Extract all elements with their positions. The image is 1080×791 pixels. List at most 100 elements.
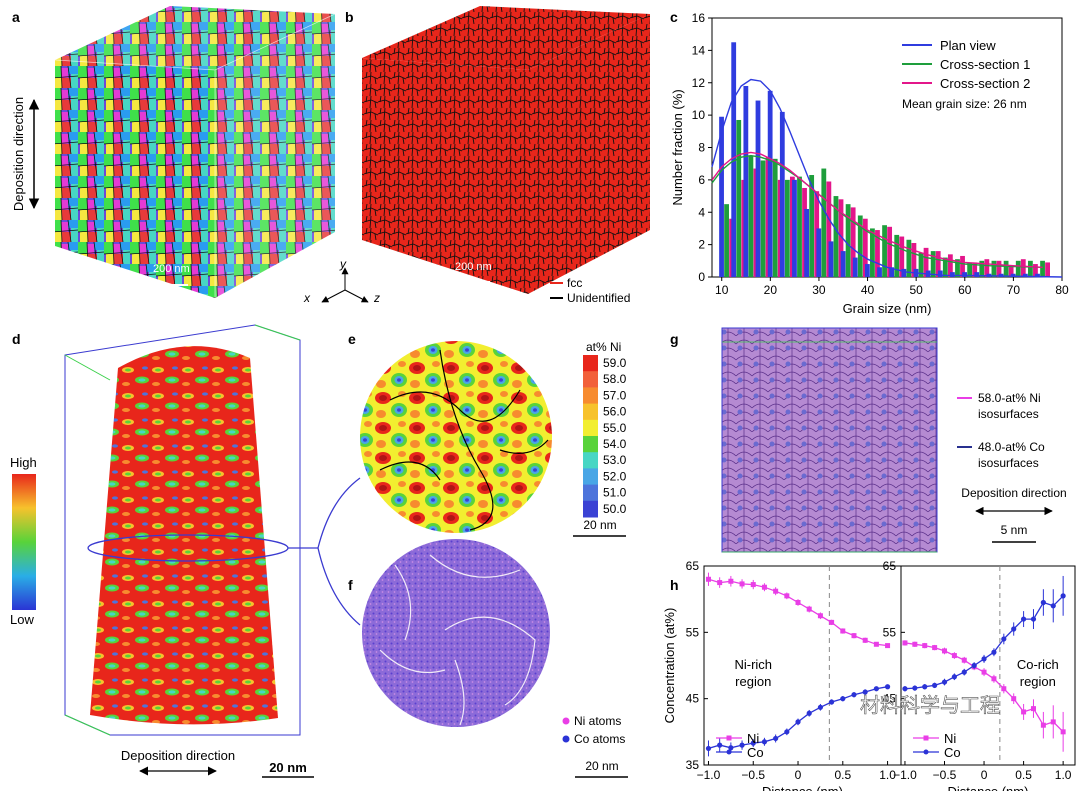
panel-a-grain-cube: Deposition direction 200 nm [11, 6, 336, 298]
bar-cross-section-1 [821, 168, 827, 277]
data-point-ni [885, 643, 891, 649]
legend-marker-h [923, 749, 929, 755]
cube-a-top-face [55, 6, 335, 70]
bar-plan-view [901, 268, 907, 277]
fit-curve-plan-view [711, 78, 1063, 278]
isosurface-legend: 58.0-at% Ni isosurfaces 48.0-at% Co isos… [957, 391, 1045, 470]
bar-cross-section-2 [850, 207, 856, 277]
colorbar-d [12, 474, 36, 610]
legend-ni-label: Ni atoms [574, 714, 621, 728]
triad-z-label: z [373, 291, 380, 305]
contour-disk-e [360, 341, 552, 533]
bar-cross-section-1 [918, 252, 924, 277]
data-point-co [784, 729, 790, 735]
bar-cross-section-1 [857, 215, 863, 277]
legend-label-c: Cross-section 1 [940, 57, 1030, 72]
colorbar-e-tick-label: 56.0 [603, 405, 627, 419]
data-point-co [728, 745, 734, 751]
bar-plan-view [864, 264, 870, 277]
colorbar-e-title: at% Ni [586, 340, 621, 354]
bar-cross-section-2 [1045, 262, 1050, 277]
bar-cross-section-1 [894, 234, 900, 277]
data-point-co [806, 710, 812, 716]
bar-plan-view [962, 272, 967, 277]
data-point-ni [705, 576, 711, 582]
isosurface-box-g [722, 328, 937, 552]
y-axis-label-c: Number fraction (%) [670, 89, 685, 205]
watermark-text: 材料科学与工程 [860, 694, 1000, 717]
x-tick-label-c: 10 [715, 283, 729, 297]
atoms-legend: Ni atoms Co atoms [562, 714, 625, 746]
bar-plan-view [1010, 273, 1016, 277]
bar-plan-view [852, 257, 858, 277]
y-tick-label-c: 2 [698, 238, 705, 252]
region-label: Co-rich [1017, 657, 1059, 672]
panel-label-h: h [670, 577, 679, 593]
data-point-ni [922, 643, 928, 649]
data-point-co [761, 739, 768, 745]
bar-cross-section-1 [845, 204, 851, 277]
panel-labels: a b c d e f g h [12, 9, 679, 593]
bar-cross-section-2 [960, 255, 965, 277]
colorbar-e-tick-label: 53.0 [603, 453, 627, 467]
colorbar-e-step [583, 484, 598, 502]
x-tick-label-c: 40 [861, 283, 875, 297]
bar-cross-section-2 [1008, 265, 1014, 277]
data-point-co [851, 692, 857, 698]
colorbar-high-label: High [10, 455, 37, 470]
data-point-ni [851, 633, 857, 639]
data-point-ni [750, 582, 756, 588]
x-tick-label-h: 1.0 [1055, 768, 1072, 782]
panel-e-contour: 59.0 58.0 57.0 56.0 55.0 54.0 53.0 52.0 51.0 50.0… [360, 340, 627, 537]
colorbar-e: 59.0 58.0 57.0 56.0 55.0 54.0 53.0 52.0 51.0 50.0 [583, 355, 627, 518]
panel-label-f: f [348, 577, 353, 593]
data-point-co [750, 740, 756, 746]
data-point-ni [902, 640, 908, 646]
scale-bar-label-a: 200 nm [153, 263, 190, 275]
bar-cross-section-1 [797, 176, 802, 277]
data-point-co [981, 656, 987, 662]
bar-cross-section-1 [809, 175, 815, 277]
deposition-label-a: Deposition direction [11, 97, 26, 211]
bar-cross-section-1 [1015, 260, 1021, 277]
bar-cross-section-1 [979, 260, 985, 277]
data-point-co [971, 662, 977, 669]
y-tick-label-h: 35 [686, 758, 700, 772]
bar-plan-view [1035, 273, 1040, 277]
bar-cross-section-1 [784, 179, 790, 277]
data-point-ni [932, 645, 938, 651]
x-tick-label-h: −0.5 [741, 768, 765, 782]
plot-frame-h [900, 565, 1076, 766]
data-point-ni [1030, 706, 1036, 712]
legend-label-h: Co [944, 745, 961, 760]
data-point-co [705, 745, 712, 752]
data-point-ni [784, 593, 790, 599]
data-point-co [932, 682, 938, 689]
region-label: Ni-rich [734, 657, 772, 672]
bar-plan-view [767, 90, 773, 277]
bar-cross-section-1 [870, 228, 875, 277]
triad-y-label: y [339, 257, 347, 271]
panel-g-isosurfaces: 58.0-at% Ni isosurfaces 48.0-at% Co isos… [721, 327, 1067, 553]
panel-b-phase-cube: 200 nm fcc Unidentified [362, 6, 650, 305]
bar-cross-section-2 [887, 226, 893, 277]
legend-marker-h [923, 735, 929, 741]
data-point-ni [873, 641, 879, 647]
y-tick-label-h: 45 [883, 692, 897, 706]
bar-cross-section-1 [724, 204, 729, 277]
legend-unidentified-label: Unidentified [567, 291, 630, 305]
bar-cross-section-1 [760, 160, 766, 277]
legend-label-h: Co [747, 745, 764, 760]
bar-cross-section-2 [911, 243, 917, 277]
data-point-co [1001, 636, 1007, 642]
data-point-ni [795, 599, 801, 605]
data-point-ni [942, 648, 947, 654]
data-point-ni [1040, 722, 1046, 728]
legend-label-h: Ni [944, 731, 956, 746]
colorbar-e-step [583, 387, 598, 405]
data-point-co [773, 735, 779, 742]
bar-cross-section-1 [748, 155, 754, 277]
legend-co-dot [562, 735, 570, 743]
panel-label-e: e [348, 331, 356, 347]
